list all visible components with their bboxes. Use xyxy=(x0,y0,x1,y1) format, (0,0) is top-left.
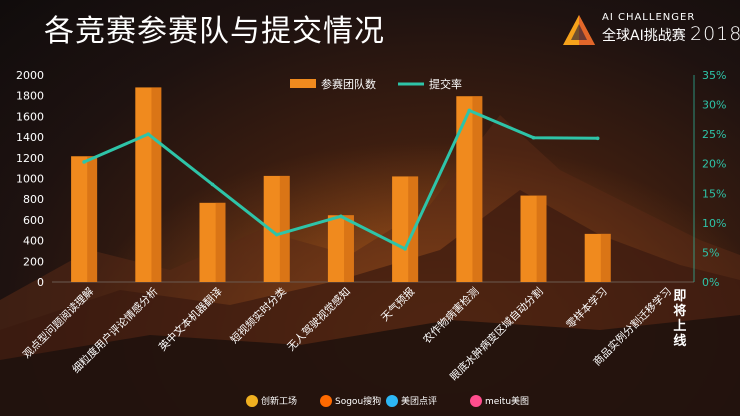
line-point xyxy=(531,135,536,140)
slide-title: 各竞赛参赛队与提交情况 xyxy=(44,14,385,49)
line-point xyxy=(339,214,343,219)
y-left-tick-label: 0 xyxy=(37,276,44,289)
upcoming-mark-char: 即 xyxy=(673,289,686,304)
y-right-tick-label: 20% xyxy=(702,158,726,171)
y-left-tick-label: 1200 xyxy=(16,152,44,165)
line-point xyxy=(467,108,472,113)
ai-challenger-logo: AI CHALLENGER 全球AI挑战赛 2018 xyxy=(562,10,740,52)
y-left-tick-label: 1400 xyxy=(16,131,44,144)
line-point xyxy=(82,160,86,164)
sponsor-meitu: meitu美图 xyxy=(470,394,529,407)
legend-bar-label: 参赛团队数 xyxy=(321,77,376,91)
legend: 参赛团队数 提交率 xyxy=(290,77,462,91)
sponsor-chuangxin: 创新工场 xyxy=(246,394,297,407)
legend-bar-swatch xyxy=(290,79,316,88)
chuangxin-gear-icon xyxy=(246,394,258,407)
sponsor-label: 创新工场 xyxy=(261,397,298,407)
bar-shade xyxy=(87,156,98,282)
upcoming-mark-char: 线 xyxy=(673,333,686,349)
logo-year: 2018 xyxy=(690,23,740,45)
x-tick-label: 天气预报 xyxy=(378,285,417,324)
line-point xyxy=(274,232,279,237)
bar-shade xyxy=(344,215,354,282)
y-left-tick-label: 1800 xyxy=(16,90,44,103)
y-right-tick-label: 0% xyxy=(702,276,719,289)
logo-line1: AI CHALLENGER xyxy=(602,12,696,23)
sponsor-sogou: Sogou搜狗 xyxy=(320,394,381,407)
line-point xyxy=(403,247,407,251)
bar-shade xyxy=(600,233,611,282)
upcoming-mark-char: 上 xyxy=(673,319,686,334)
ai-challenger-triangle-icon xyxy=(563,15,595,45)
sponsor-bar: 创新工场 Sogou搜狗 美团点评 meitu美图 xyxy=(0,390,740,414)
x-tick-label: 零样本学习 xyxy=(564,285,610,331)
y-left-tick-label: 2000 xyxy=(16,69,44,82)
y-left-tick-label: 1000 xyxy=(16,173,44,186)
bar-shade xyxy=(215,202,226,282)
line-point xyxy=(595,136,600,141)
line-point xyxy=(210,182,215,187)
sponsor-label: Sogou搜狗 xyxy=(335,397,382,407)
meituan-dianping-icon xyxy=(386,394,398,407)
logo-line2: 全球AI挑战赛 xyxy=(602,28,686,44)
y-left-tick-label: 800 xyxy=(23,193,44,206)
x-tick-label: 短视频实时分类 xyxy=(228,285,290,347)
sponsor-label: 美团点评 xyxy=(401,397,438,407)
y-left-tick-label: 600 xyxy=(23,214,44,227)
x-tick-label: 英中文本机器翻译 xyxy=(156,285,225,354)
y-right-tick-label: 5% xyxy=(702,246,719,259)
bar-shade xyxy=(279,175,290,282)
y-left-tick-label: 1600 xyxy=(16,110,44,123)
bar-shade xyxy=(536,195,547,282)
bar-shade xyxy=(151,87,162,282)
legend-line-label: 提交率 xyxy=(429,77,462,91)
y-right-tick-label: 15% xyxy=(702,187,726,200)
sponsor-label: meitu美图 xyxy=(485,397,530,407)
meitu-logo-icon xyxy=(470,394,482,407)
bar-shade xyxy=(472,96,483,282)
y-left-tick-label: 200 xyxy=(23,255,44,268)
y-left-tick-label: 400 xyxy=(23,235,44,248)
x-tick-label: 观点型问题阅读理解 xyxy=(20,285,96,361)
x-tick-label: 农作物病害检测 xyxy=(420,285,481,346)
x-tick-label: 无人驾驶视觉感知 xyxy=(284,285,353,354)
upcoming-mark-char: 将 xyxy=(673,303,686,319)
line-point xyxy=(146,132,151,136)
y-right-tick-label: 10% xyxy=(702,217,726,230)
y-right-tick-label: 25% xyxy=(702,128,726,141)
sogou-logo-icon xyxy=(320,394,332,407)
y-right-tick-label: 30% xyxy=(702,99,726,112)
y-right-tick-label: 35% xyxy=(702,69,726,82)
sponsor-meituan: 美团点评 xyxy=(386,394,437,407)
